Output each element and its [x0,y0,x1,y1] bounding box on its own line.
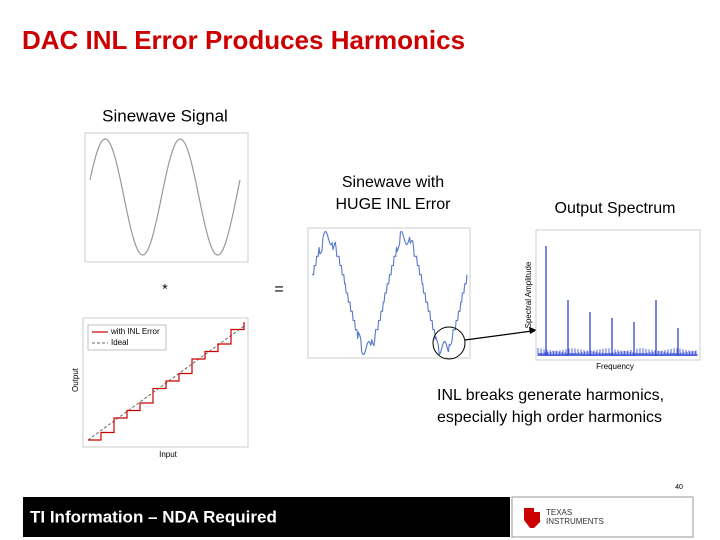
spectrum-plot-frame [535,229,701,361]
footer-text: TI Information – NDA Required [30,507,277,526]
axis-label: Spectral Amplitude [524,261,533,328]
slide-title: DAC INL Error Produces Harmonics [22,25,465,55]
legend-entry: Ideal [111,338,129,347]
operator: = [274,281,283,298]
legend-entry: with INL Error [110,327,160,336]
operator: * [162,281,168,297]
logo-box [511,496,694,538]
sine-plot-frame [84,132,249,263]
panel-label: HUGE INL Error [336,196,452,213]
panel-label: Sinewave Signal [102,106,228,125]
logo-mark [524,508,540,528]
spectrum-lines [537,246,698,356]
panel-label: Output Spectrum [555,200,676,217]
sine-curve [89,138,241,256]
inl-sine-plot-frame [307,227,471,359]
arrow-head [529,327,537,334]
axis-label: Output [71,367,80,392]
logo-text: INSTRUMENTS [546,517,604,526]
arrow-line [464,330,533,341]
panel-label: Sinewave with [342,174,444,191]
note-line: INL breaks generate harmonics, [437,387,664,404]
note-line: especially high order harmonics [437,409,662,426]
legend-box [87,324,167,351]
page-number: 40 [675,484,683,491]
axis-label: Frequency [596,362,634,371]
axis-label: Input [159,450,178,459]
inl-sine-curve [312,230,468,356]
logo-text: TEXAS [546,508,572,517]
footer-bar [23,497,510,537]
highlight-circle [432,326,466,360]
inl-staircase [88,322,245,441]
